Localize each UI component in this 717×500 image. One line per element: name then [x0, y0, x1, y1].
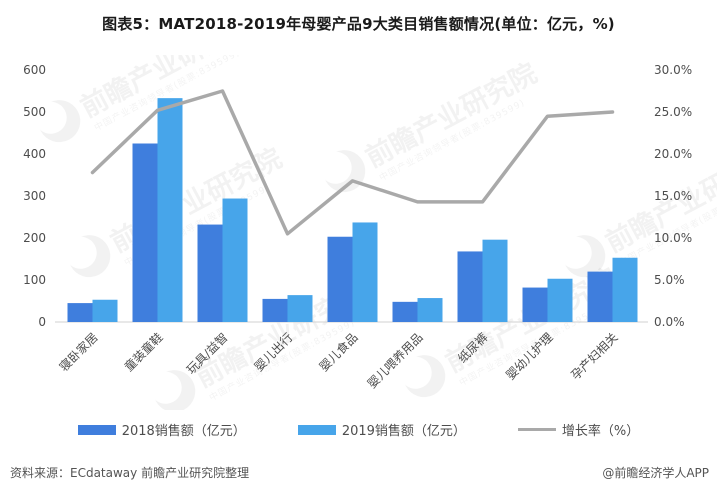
bar [522, 287, 548, 322]
bars-2018 [67, 143, 613, 322]
bar [327, 236, 353, 322]
x-axis-category-label: 寝卧家居 [56, 330, 101, 375]
legend-swatch-2018 [77, 424, 116, 435]
legend-label-2019: 2019销售额（亿元） [341, 424, 466, 439]
source-note: 资料来源：ECdataway 前瞻产业研究院整理 [10, 466, 250, 480]
bar [482, 239, 508, 322]
y-axis-right-tick: 0.0% [654, 315, 685, 329]
bar [157, 98, 183, 322]
app-credit: @前瞻经济学人APP [602, 466, 709, 480]
x-axis-labels: 寝卧家居 童装童鞋 玩具/益智 婴儿出行 婴儿食品 婴儿喂养用品 纸尿裤 婴幼儿护理 孕产妇相关 [56, 330, 621, 392]
bar [392, 301, 418, 322]
bar [417, 298, 443, 322]
chart-canvas: 前瞻产业研究院中国产业咨询领导者(股票:839599)前瞻产业研究院中国产业咨询… [23, 55, 717, 410]
y-axis-right-tick: 20.0% [654, 147, 692, 161]
legend-item-2019: 2019销售额（亿元） [297, 420, 466, 439]
bars-2019 [92, 98, 638, 322]
bar [352, 222, 378, 322]
y-axis-right-tick: 5.0% [654, 273, 685, 287]
bar [92, 299, 118, 322]
y-axis-right-tick: 10.0% [654, 231, 692, 245]
legend-swatch-2019 [297, 424, 336, 435]
x-axis-category-label: 孕产妇相关 [568, 330, 620, 382]
y-axis-right-tick: 30.0% [654, 63, 692, 77]
bar [67, 303, 93, 322]
svg-text:前瞻产业研究院: 前瞻产业研究院 [105, 142, 287, 259]
y-axis-right: 0.0% 5.0% 10.0% 15.0% 20.0% 25.0% 30.0% [654, 63, 692, 329]
bar [222, 198, 248, 322]
x-axis-category-label: 童装童鞋 [121, 330, 166, 375]
legend-swatch-growth-line [517, 428, 556, 431]
y-axis-left-tick: 0 [38, 315, 46, 329]
y-axis-left-tick: 300 [23, 189, 46, 203]
growth-rate-line [90, 89, 615, 236]
legend-item-2018: 2018销售额（亿元） [77, 420, 246, 439]
bar [197, 224, 223, 322]
y-axis-right-tick: 25.0% [654, 105, 692, 119]
bar [262, 298, 288, 322]
footer: 资料来源：ECdataway 前瞻产业研究院整理 @前瞻经济学人APP [10, 464, 709, 481]
bar [132, 143, 158, 322]
legend-item-growth: 增长率（%） [517, 420, 640, 439]
y-axis-left-tick: 600 [23, 63, 46, 77]
bar [547, 278, 573, 322]
bar [587, 271, 613, 322]
chart-title: 图表5：MAT2018-2019年母婴产品9大类目销售额情况(单位：亿元，%) [102, 15, 615, 33]
y-axis-left-tick: 500 [23, 105, 46, 119]
legend-label-2018: 2018销售额（亿元） [121, 424, 246, 439]
y-axis-right-tick: 15.0% [654, 189, 692, 203]
bar [457, 251, 483, 322]
bar [287, 295, 313, 322]
y-axis-left-tick: 400 [23, 147, 46, 161]
legend-label-growth: 增长率（%） [561, 424, 640, 439]
y-axis-left-tick: 100 [23, 273, 46, 287]
y-axis-left: 0 100 200 300 400 500 600 [23, 63, 46, 329]
bar [612, 257, 638, 322]
y-axis-left-tick: 200 [23, 231, 46, 245]
legend: 2018销售额（亿元） 2019销售额（亿元） 增长率（%） [0, 420, 717, 439]
